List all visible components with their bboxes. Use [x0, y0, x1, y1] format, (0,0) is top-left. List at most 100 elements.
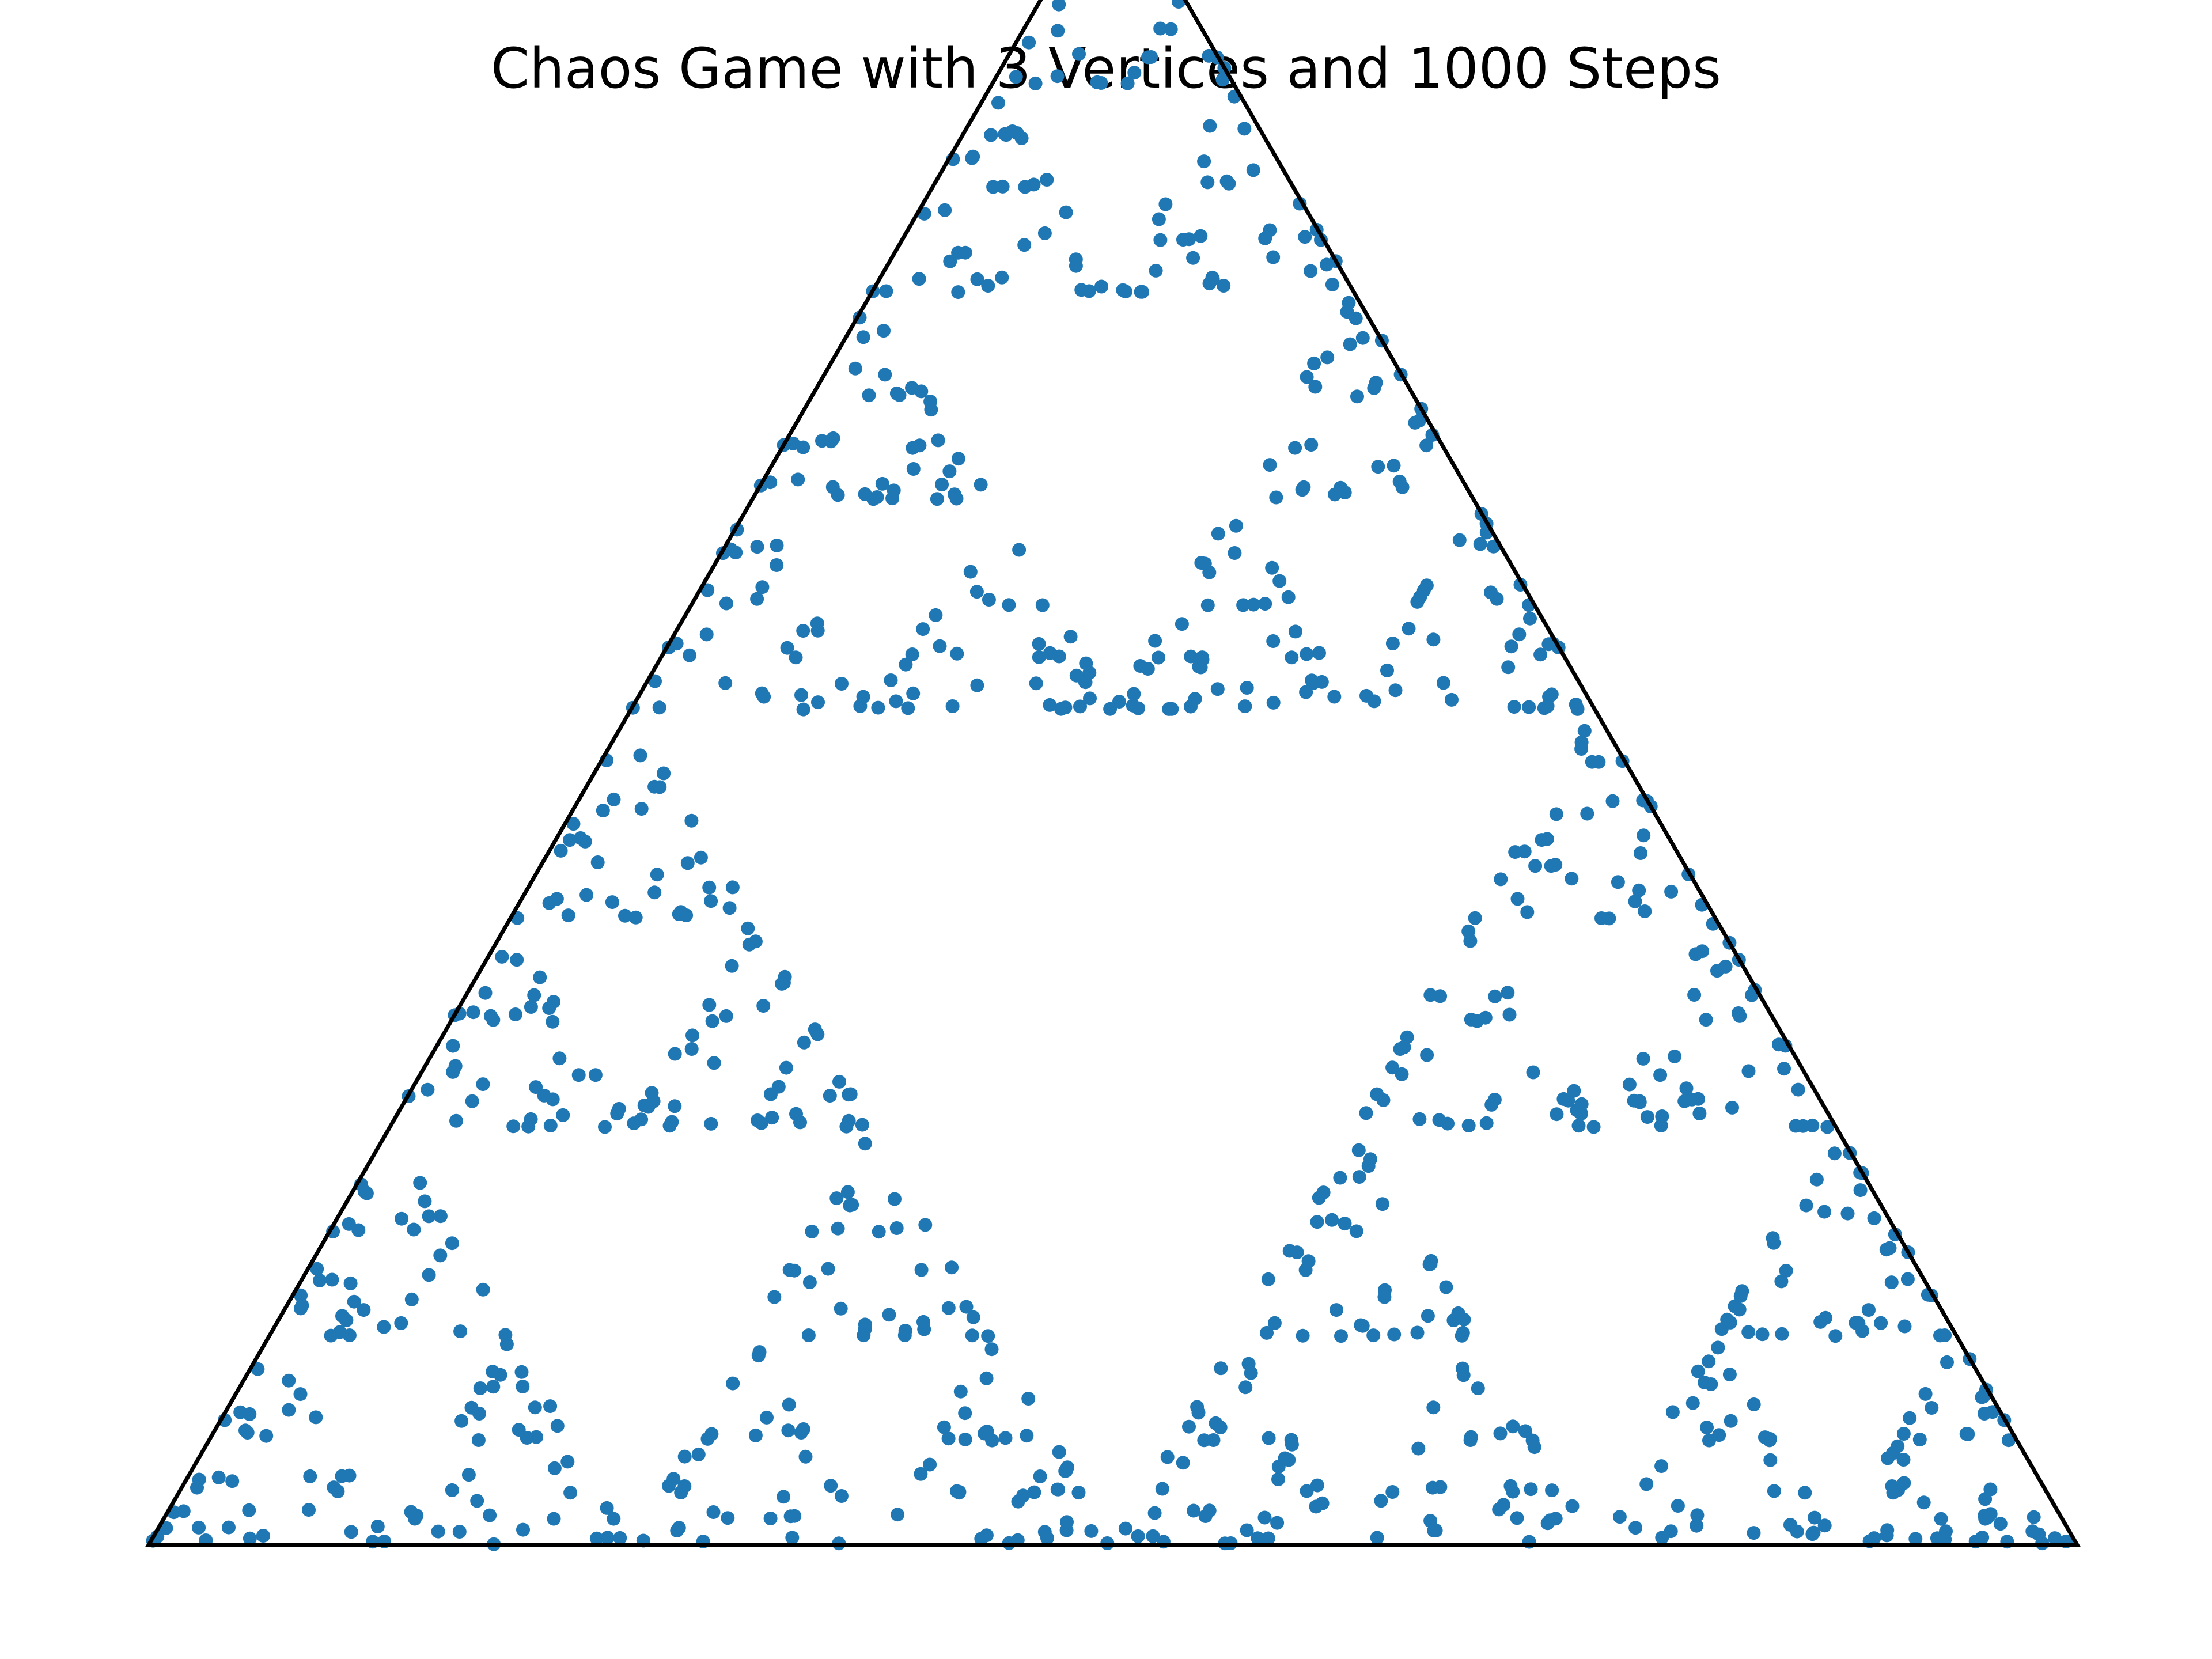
data-point — [1155, 1482, 1169, 1496]
data-point — [1301, 1254, 1316, 1268]
data-point — [958, 1432, 972, 1446]
data-point — [347, 1294, 361, 1309]
data-point — [1090, 75, 1104, 89]
data-point — [1938, 1328, 1952, 1342]
data-point — [652, 700, 666, 715]
data-point — [1541, 637, 1556, 652]
data-point — [2048, 1531, 2062, 1546]
data-point — [1131, 1529, 1145, 1543]
data-point — [1775, 1327, 1789, 1341]
data-point — [1805, 1118, 1820, 1132]
data-point — [796, 1422, 810, 1436]
data-point — [694, 850, 708, 865]
data-point — [1267, 1316, 1282, 1330]
data-point — [1050, 69, 1065, 84]
data-point — [506, 1119, 521, 1134]
data-point — [929, 608, 943, 622]
data-point — [1304, 264, 1318, 278]
data-point — [1527, 1440, 1541, 1455]
data-point — [1702, 1433, 1716, 1448]
data-point — [1522, 700, 1536, 714]
data-point — [1238, 699, 1252, 714]
data-point — [1961, 1427, 1975, 1441]
data-point — [546, 1014, 560, 1029]
data-point — [775, 976, 789, 991]
data-point — [471, 1433, 486, 1447]
data-point — [1880, 1523, 1895, 1537]
data-point — [888, 1192, 902, 1206]
data-point — [1051, 1482, 1066, 1497]
data-point — [1012, 543, 1027, 557]
data-point — [848, 361, 862, 376]
data-point — [924, 403, 938, 417]
data-point — [510, 953, 524, 967]
data-point — [1664, 884, 1679, 899]
data-point — [783, 1509, 798, 1524]
data-point — [1385, 1060, 1400, 1075]
data-point — [705, 1014, 719, 1028]
data-point — [884, 673, 898, 687]
data-point — [1202, 48, 1216, 63]
data-point — [1338, 1217, 1352, 1231]
data-point — [1549, 807, 1563, 821]
data-point — [190, 1480, 204, 1495]
data-point — [282, 1403, 296, 1417]
data-point — [1632, 883, 1646, 897]
data-point — [1333, 1171, 1347, 1185]
data-point — [1550, 1107, 1564, 1122]
data-point — [1774, 1274, 1789, 1289]
data-point — [1897, 1319, 1912, 1334]
data-point — [1197, 1433, 1211, 1448]
data-point — [495, 949, 509, 964]
data-point — [763, 475, 778, 490]
data-point — [794, 688, 808, 702]
data-point — [750, 540, 764, 554]
data-point — [1504, 639, 1518, 654]
data-point — [422, 1209, 436, 1224]
data-point — [421, 1082, 435, 1097]
data-point — [719, 596, 733, 611]
data-point — [1494, 872, 1508, 887]
data-point — [1879, 1243, 1893, 1257]
data-point — [1755, 1327, 1770, 1342]
data-point — [607, 792, 621, 806]
data-point — [634, 1112, 649, 1127]
data-point — [923, 1457, 937, 1472]
data-point — [211, 1470, 226, 1484]
data-point — [550, 1419, 565, 1433]
data-point — [889, 1221, 904, 1235]
data-point — [1299, 685, 1313, 699]
data-point — [1528, 859, 1543, 873]
data-point — [1330, 1303, 1343, 1317]
data-point — [1262, 1431, 1276, 1445]
data-point — [1874, 1316, 1888, 1330]
data-point — [605, 895, 619, 910]
data-point — [1490, 592, 1504, 606]
data-point — [1367, 381, 1381, 395]
data-point — [1200, 175, 1215, 190]
data-point — [1654, 1459, 1669, 1474]
data-point — [1463, 1433, 1478, 1447]
data-point — [918, 1218, 933, 1232]
data-point — [751, 1113, 764, 1127]
data-point — [1419, 438, 1434, 453]
data-point — [1537, 701, 1551, 715]
data-point — [1410, 1325, 1425, 1340]
data-point — [1940, 1355, 1954, 1369]
data-point — [810, 616, 824, 631]
data-point — [1725, 1100, 1739, 1115]
data-point — [1247, 597, 1261, 612]
data-point — [1032, 637, 1046, 651]
data-point — [984, 128, 998, 142]
data-point — [677, 1449, 692, 1464]
data-point — [563, 1486, 578, 1500]
data-point — [422, 1268, 436, 1282]
data-point — [765, 1111, 779, 1125]
data-point — [1258, 597, 1272, 611]
data-point — [1611, 875, 1625, 889]
data-point — [1501, 660, 1516, 675]
data-point — [1127, 66, 1142, 80]
data-point — [1380, 663, 1394, 677]
data-point — [1022, 35, 1036, 50]
data-point — [1556, 1092, 1571, 1106]
